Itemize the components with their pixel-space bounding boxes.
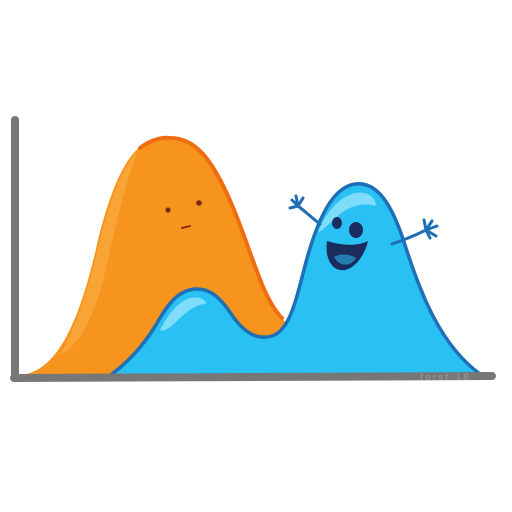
blue-bimodal-body	[112, 183, 480, 374]
orange-hump-highlight	[60, 150, 138, 355]
orange-hump-edge	[138, 135, 284, 320]
blue-blob-tongue	[334, 254, 356, 265]
hand-icon	[288, 194, 305, 212]
blue-blob-face-icon	[326, 217, 368, 271]
blue-right-arm	[390, 228, 428, 246]
blue-bimodal	[110, 182, 482, 376]
x-axis	[10, 372, 496, 382]
blue-bimodal-highlight-right	[318, 192, 376, 232]
blue-bimodal-highlight-left	[160, 297, 206, 331]
axes	[10, 116, 496, 382]
orange-hump-face-icon	[165, 200, 202, 229]
artist-signature: forst 18	[420, 373, 471, 383]
blue-bimodal-edge	[110, 182, 482, 376]
hand-icon	[422, 218, 439, 240]
